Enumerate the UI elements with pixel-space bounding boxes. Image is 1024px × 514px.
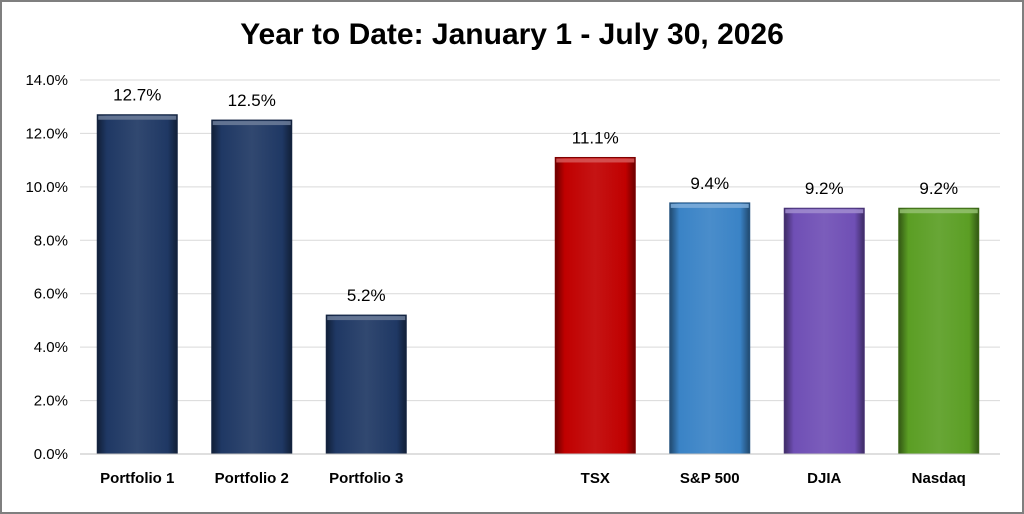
y-tick-label: 0.0% [34,446,68,463]
bar [669,202,751,455]
bar [554,156,636,455]
bar [783,207,865,455]
bar-bevel [670,203,749,208]
y-tick-label: 4.0% [34,339,68,356]
bar [898,207,980,455]
bar-bevel [98,115,177,120]
x-tick-label: Nasdaq [912,470,966,487]
x-tick-label: Portfolio 3 [329,470,403,487]
bar-bevel [327,316,406,321]
x-tick-label: Portfolio 2 [215,470,289,487]
bar-bevel [785,209,864,214]
data-labels: 12.7% 12.5% 5.2% 11.1% 9.4% 9.2% 9.2% [113,86,958,305]
x-axis: Portfolio 1 Portfolio 2 Portfolio 3 TSX S&P … [80,453,1000,487]
y-tick-label: 10.0% [25,179,68,196]
data-label: 5.2% [347,286,386,305]
data-label: 12.7% [113,86,161,105]
y-tick-label: 12.0% [25,125,68,142]
bar [325,314,407,455]
y-axis: 0.0% 2.0% 4.0% 6.0% 8.0% 10.0% 12.0% 14.0% [25,72,68,463]
bar-bevel [212,121,291,126]
y-tick-label: 6.0% [34,286,68,303]
data-label: 11.1% [572,128,619,147]
x-tick-label: S&P 500 [680,470,740,487]
y-tick-label: 14.0% [25,72,68,89]
bars [96,114,980,455]
bar [96,114,178,455]
x-tick-label: Portfolio 1 [100,470,174,487]
bar-bevel [556,158,635,163]
bar [211,119,293,455]
x-tick-label: DJIA [807,470,841,487]
data-label: 9.2% [919,179,958,198]
data-label: 9.4% [690,174,729,193]
data-label: 12.5% [228,91,276,110]
x-tick-label: TSX [581,470,610,487]
y-tick-label: 8.0% [34,232,68,249]
data-label: 9.2% [805,179,844,198]
bar-bevel [899,209,978,214]
y-tick-label: 2.0% [34,393,68,410]
chart-title: Year to Date: January 1 - July 30, 2026 [240,18,784,51]
